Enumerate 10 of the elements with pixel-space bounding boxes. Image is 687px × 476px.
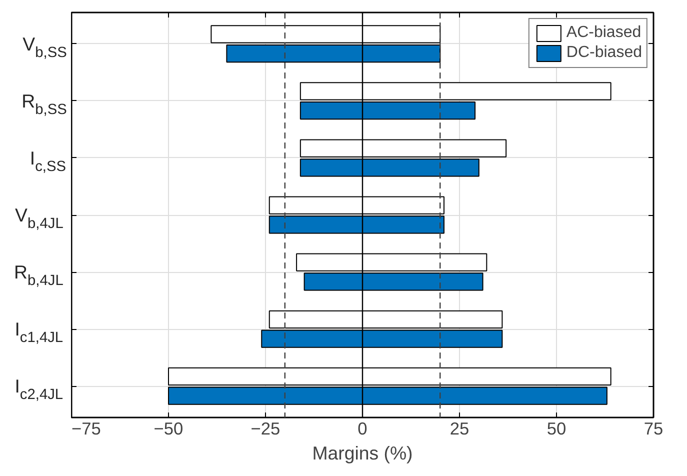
x-tick-label: 25 <box>450 418 470 438</box>
legend-label: AC-biased <box>566 24 642 42</box>
legend-label: DC-biased <box>566 44 642 62</box>
x-tick-label: 0 <box>358 418 368 438</box>
x-tick-label: 75 <box>644 418 664 438</box>
x-tick-label: −25 <box>250 418 280 438</box>
x-axis-title: Margins (%) <box>312 442 413 464</box>
x-tick-label: −50 <box>154 418 184 438</box>
x-tick-label: −75 <box>72 418 101 438</box>
x-tick-label: 50 <box>546 418 566 438</box>
